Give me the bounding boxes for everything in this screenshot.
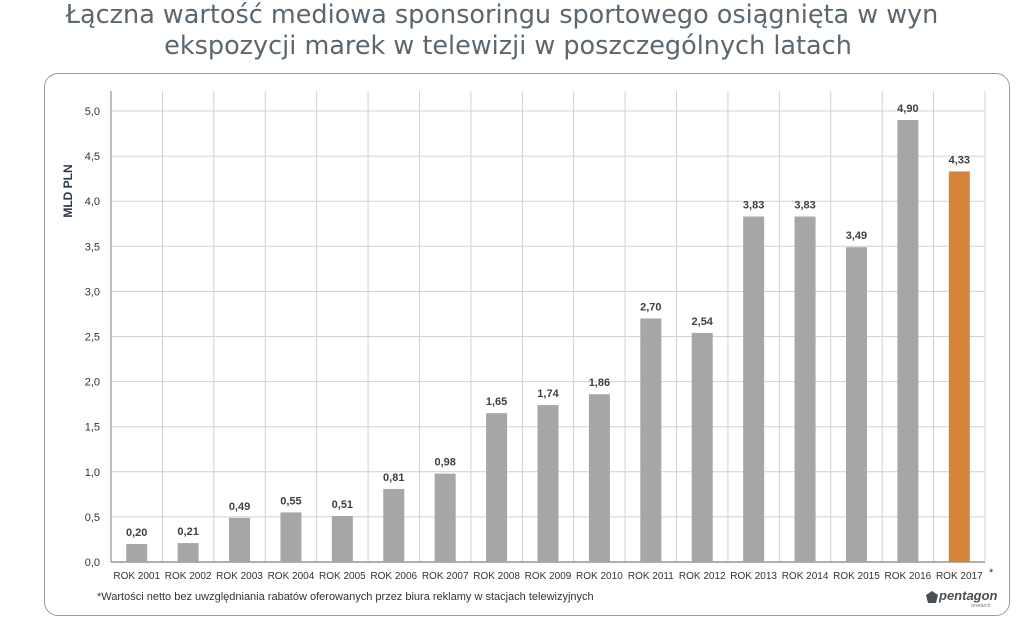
y-tick-label: 4,5 — [85, 151, 100, 163]
bar-value-label: 0,51 — [332, 499, 353, 511]
bar — [845, 247, 867, 562]
x-tick-label: ROK 2016 — [885, 571, 932, 582]
bar — [434, 473, 456, 562]
bar-value-label: 1,74 — [537, 388, 559, 400]
y-tick-label: 3,0 — [85, 286, 100, 298]
pentagon-logo: pentagon research — [925, 586, 1005, 614]
bar — [383, 488, 405, 562]
bar-value-label: 1,65 — [486, 396, 507, 408]
x-tick-label: ROK 2009 — [525, 571, 572, 582]
bar-value-label: 2,70 — [640, 301, 661, 313]
bar — [177, 543, 199, 562]
bar-value-label: 0,21 — [177, 526, 198, 538]
bar-value-label: 0,20 — [126, 527, 147, 539]
x-tick-label: ROK 2005 — [319, 571, 366, 582]
bar — [743, 216, 765, 562]
x-tick-label: ROK 2011 — [628, 571, 674, 582]
bar — [897, 120, 919, 563]
bar — [640, 318, 662, 562]
bar — [331, 515, 353, 562]
bar-value-label: 4,33 — [949, 154, 970, 166]
logo-name: pentagon — [939, 588, 998, 603]
bar-value-label: 4,90 — [897, 103, 918, 115]
bar — [691, 332, 713, 562]
x-tick-label: ROK 2013 — [730, 571, 777, 582]
footnote: *Wartości netto bez uwzględniania rabató… — [97, 591, 594, 603]
chart-title-line2: ekspozycji marek w telewizji w poszczegó… — [164, 31, 852, 61]
x-tick-label: ROK 2007 — [422, 571, 469, 582]
y-tick-label: 2,0 — [85, 377, 100, 389]
bar — [588, 394, 610, 562]
bar-value-label: 2,54 — [692, 316, 714, 328]
x-tick-label: ROK 2015 — [833, 571, 880, 582]
chart-panel — [44, 73, 1010, 616]
chart-title-line1: Łączna wartość mediowa sponsoringu sport… — [65, 0, 939, 30]
x-tick-label: ROK 2006 — [370, 571, 417, 582]
bar — [280, 512, 302, 562]
x-tick-label: ROK 2002 — [165, 571, 212, 582]
y-tick-label: 1,0 — [85, 467, 100, 479]
bar-value-label: 0,81 — [383, 472, 404, 484]
chart-title: Łączna wartość mediowa sponsoringu sport… — [0, 0, 1016, 62]
bar — [794, 216, 816, 562]
bar-value-label: 0,55 — [280, 495, 301, 507]
x-tick-label: ROK 2010 — [576, 571, 623, 582]
y-axis-title: MLD PLN — [61, 164, 75, 217]
y-tick-label: 5,0 — [85, 106, 100, 118]
x-tick-label: ROK 2001 — [113, 571, 160, 582]
logo-sub: research — [971, 603, 991, 609]
x-tick-label: ROK 2003 — [216, 571, 263, 582]
bar-value-label: 3,83 — [743, 200, 764, 212]
bar-value-label: 0,98 — [434, 457, 455, 469]
bar — [229, 517, 251, 562]
bar-value-label: 3,83 — [794, 200, 815, 212]
bar-value-label: 3,49 — [846, 230, 867, 242]
asterisk-mark: * — [989, 567, 994, 579]
x-tick-label: ROK 2017 — [936, 571, 983, 582]
bar — [126, 543, 148, 562]
y-tick-label: 2,5 — [85, 332, 100, 344]
y-tick-label: 0,0 — [85, 557, 100, 569]
x-tick-label: ROK 2008 — [473, 571, 520, 582]
x-tick-label: ROK 2012 — [679, 571, 726, 582]
y-tick-label: 1,5 — [85, 422, 100, 434]
bar-value-label: 1,86 — [589, 377, 610, 389]
pentagon-icon — [926, 591, 938, 603]
x-tick-label: ROK 2014 — [782, 571, 829, 582]
bar — [537, 405, 559, 562]
y-tick-label: 0,5 — [85, 512, 100, 524]
x-tick-label: ROK 2004 — [268, 571, 315, 582]
y-tick-label: 4,0 — [85, 196, 100, 208]
bar — [948, 171, 970, 562]
bar — [486, 413, 508, 562]
bar-value-label: 0,49 — [229, 501, 250, 513]
y-tick-label: 3,5 — [85, 241, 100, 253]
